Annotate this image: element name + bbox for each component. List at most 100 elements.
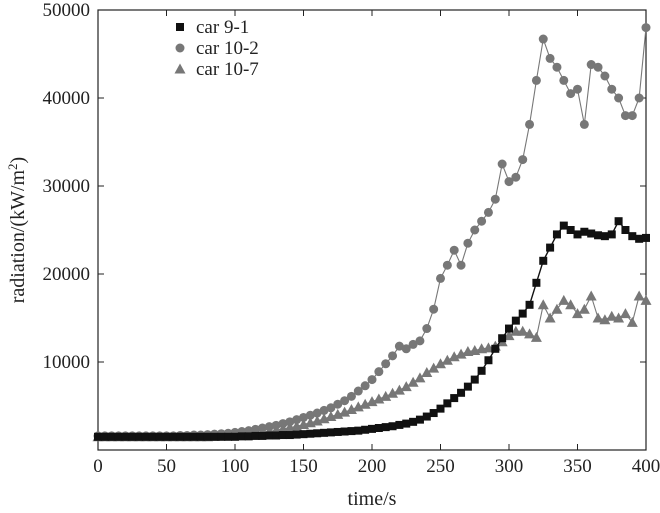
data-point bbox=[538, 34, 548, 44]
data-point bbox=[422, 324, 432, 334]
data-point bbox=[559, 75, 569, 85]
data-point bbox=[135, 432, 144, 441]
data-point bbox=[319, 405, 329, 415]
data-point bbox=[299, 430, 308, 439]
data-point bbox=[436, 404, 445, 413]
data-point bbox=[305, 410, 315, 420]
data-point bbox=[517, 325, 529, 336]
data-point bbox=[627, 111, 637, 121]
data-point bbox=[503, 330, 515, 341]
data-point bbox=[607, 230, 616, 239]
data-point bbox=[387, 387, 399, 398]
x-tick-label: 150 bbox=[289, 456, 318, 477]
data-point bbox=[339, 406, 351, 417]
data-point bbox=[409, 417, 418, 426]
data-point bbox=[593, 62, 603, 72]
data-point bbox=[585, 290, 597, 301]
series-line bbox=[98, 27, 647, 437]
data-point bbox=[400, 381, 412, 392]
data-point bbox=[470, 375, 479, 384]
y-axis-ticks: 10000 20000 30000 40000 50000 bbox=[43, 0, 646, 373]
data-point bbox=[566, 226, 575, 234]
data-point bbox=[196, 432, 205, 441]
data-point bbox=[210, 432, 219, 441]
data-point bbox=[524, 328, 536, 339]
data-point bbox=[121, 432, 130, 441]
legend-marker bbox=[175, 43, 185, 53]
data-point bbox=[422, 412, 431, 421]
series-car-10-7 bbox=[92, 290, 652, 442]
data-point bbox=[203, 432, 212, 441]
data-point bbox=[448, 351, 460, 362]
data-point bbox=[613, 312, 625, 323]
x-tick-label: 250 bbox=[426, 456, 455, 477]
data-point bbox=[306, 429, 315, 438]
data-point bbox=[271, 420, 281, 430]
data-point bbox=[354, 426, 363, 435]
data-point bbox=[449, 245, 459, 255]
data-point bbox=[572, 308, 583, 319]
data-point bbox=[251, 431, 260, 440]
data-point bbox=[292, 415, 302, 425]
series-car-9-1 bbox=[94, 217, 650, 441]
data-point bbox=[285, 417, 295, 427]
data-point bbox=[450, 394, 459, 403]
data-point bbox=[401, 344, 411, 354]
data-point bbox=[477, 216, 487, 226]
data-point bbox=[345, 404, 357, 415]
data-point bbox=[530, 331, 542, 342]
data-point bbox=[545, 53, 555, 63]
y-axis-title-sup: 2 bbox=[5, 163, 20, 170]
data-point bbox=[470, 225, 480, 235]
data-point bbox=[518, 309, 527, 318]
data-point bbox=[457, 388, 466, 397]
data-point bbox=[257, 423, 267, 433]
data-point bbox=[162, 432, 171, 441]
data-point bbox=[552, 62, 562, 72]
legend-marker bbox=[174, 63, 186, 74]
data-point bbox=[388, 351, 398, 361]
legend-label: car 9-1 bbox=[196, 17, 249, 38]
data-point bbox=[141, 432, 150, 441]
data-point bbox=[278, 431, 287, 440]
data-point bbox=[381, 423, 390, 432]
data-point bbox=[100, 432, 109, 441]
data-point bbox=[546, 243, 555, 252]
data-point bbox=[353, 386, 363, 396]
data-point bbox=[217, 432, 226, 441]
data-point bbox=[320, 428, 329, 437]
data-point bbox=[148, 432, 157, 441]
data-point bbox=[231, 432, 239, 441]
data-point bbox=[94, 432, 102, 441]
data-point bbox=[421, 367, 433, 378]
data-point bbox=[414, 372, 426, 383]
data-point bbox=[633, 290, 645, 301]
data-point bbox=[641, 23, 651, 33]
data-point bbox=[463, 238, 473, 248]
data-point bbox=[532, 278, 541, 287]
data-point bbox=[407, 376, 419, 387]
data-point bbox=[607, 84, 617, 94]
data-point bbox=[573, 230, 582, 239]
x-axis-ticks: 0 50 100 150 200 250 300 350 400 bbox=[93, 10, 660, 477]
data-point bbox=[278, 419, 288, 429]
x-tick-label: 50 bbox=[157, 456, 176, 477]
data-point bbox=[388, 422, 397, 431]
y-axis-title-close: ) bbox=[7, 157, 29, 164]
data-point bbox=[415, 336, 425, 346]
y-tick-label: 50000 bbox=[43, 0, 91, 21]
data-point bbox=[443, 399, 452, 408]
data-point bbox=[408, 339, 418, 349]
data-point bbox=[592, 312, 604, 323]
data-point bbox=[566, 89, 576, 99]
data-point bbox=[640, 294, 652, 305]
data-point bbox=[361, 425, 370, 434]
data-point bbox=[578, 303, 590, 314]
data-point bbox=[552, 230, 561, 239]
data-point bbox=[565, 299, 577, 310]
data-point bbox=[224, 432, 233, 441]
data-point bbox=[169, 432, 178, 441]
data-point bbox=[559, 221, 568, 230]
data-point bbox=[347, 427, 356, 436]
data-point bbox=[264, 422, 274, 432]
